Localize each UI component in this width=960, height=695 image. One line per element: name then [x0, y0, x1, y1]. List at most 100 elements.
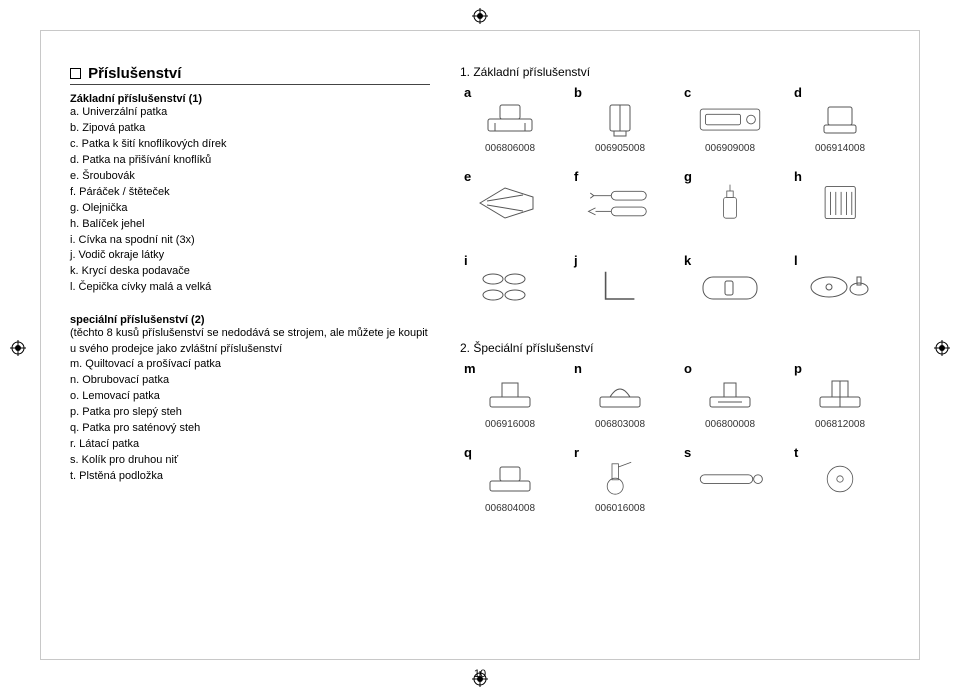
- part-number: 006914008: [815, 143, 865, 155]
- cell-label: r: [574, 445, 579, 460]
- cell-label: k: [684, 253, 691, 268]
- part-number: 006800008: [705, 419, 755, 431]
- spool-pin-icon: [695, 459, 765, 499]
- binding-foot-icon: [695, 375, 765, 415]
- cell-label: d: [794, 85, 802, 100]
- accessory-cell-e: e: [460, 169, 560, 239]
- accessory-cell-l: l: [790, 253, 890, 323]
- accessory-row: a 006806008 b 006905008 c 006909008: [460, 85, 890, 155]
- cell-label: a: [464, 85, 471, 100]
- button-foot-icon: [805, 99, 875, 139]
- cell-label: q: [464, 445, 472, 460]
- accessory-cell-j: j: [570, 253, 670, 323]
- part-number: 006916008: [485, 419, 535, 431]
- part-number: 006905008: [595, 143, 645, 155]
- list-item: b. Zipová patka: [70, 121, 430, 137]
- accessory-cell-r: r 006016008: [570, 445, 670, 515]
- list-item: j. Vodič okraje látky: [70, 248, 430, 264]
- accessory-row: e f g h: [460, 169, 890, 239]
- universal-foot-icon: [475, 99, 545, 139]
- cell-label: i: [464, 253, 468, 268]
- cell-label: t: [794, 445, 798, 460]
- darning-foot-icon: [585, 459, 655, 499]
- special-accessories-note: (těchto 8 kusů příslušenství se nedodává…: [70, 326, 430, 357]
- list-item: t. Plstěná podložka: [70, 469, 430, 485]
- page-number: 10: [0, 668, 960, 680]
- blind-stitch-foot-icon: [805, 375, 875, 415]
- accessory-cell-f: f: [570, 169, 670, 239]
- part-number: 006812008: [815, 419, 865, 431]
- cover-plate-icon: [695, 267, 765, 307]
- registration-mark-icon: [472, 8, 488, 24]
- list-item: m. Quiltovací a prošívací patka: [70, 357, 430, 373]
- list-item: q. Patka pro saténový steh: [70, 421, 430, 437]
- accessory-row: i j k l: [460, 253, 890, 323]
- cell-label: e: [464, 169, 471, 184]
- left-column: Příslušenství Základní příslušenství (1)…: [70, 65, 430, 515]
- cell-label: g: [684, 169, 692, 184]
- accessory-cell-s: s: [680, 445, 780, 515]
- cell-label: j: [574, 253, 578, 268]
- accessory-cell-b: b 006905008: [570, 85, 670, 155]
- cell-label: l: [794, 253, 798, 268]
- accessory-cell-n: n 006803008: [570, 361, 670, 431]
- needle-pack-icon: [805, 183, 875, 223]
- part-number: 006909008: [705, 143, 755, 155]
- figure1-title: 1. Základní příslušenství: [460, 65, 890, 79]
- title-underline: [70, 84, 430, 85]
- part-number: 006804008: [485, 503, 535, 515]
- accessory-cell-g: g: [680, 169, 780, 239]
- checkbox-icon: [70, 68, 81, 79]
- figure2-title: 2. Špeciální příslušenství: [460, 341, 890, 355]
- list-item: n. Obrubovací patka: [70, 373, 430, 389]
- part-number: 006803008: [595, 419, 645, 431]
- accessory-cell-p: p 006812008: [790, 361, 890, 431]
- accessory-cell-m: m 006916008: [460, 361, 560, 431]
- list-item: s. Kolík pro druhou niť: [70, 453, 430, 469]
- screwdriver-icon: [475, 183, 545, 223]
- accessory-cell-i: i: [460, 253, 560, 323]
- accessory-cell-k: k: [680, 253, 780, 323]
- list-item: f. Páráček / štěteček: [70, 185, 430, 201]
- accessory-cell-c: c 006909008: [680, 85, 780, 155]
- cell-label: n: [574, 361, 582, 376]
- quilting-foot-icon: [475, 375, 545, 415]
- cell-label: m: [464, 361, 476, 376]
- satin-foot-icon: [475, 459, 545, 499]
- list-item: d. Patka na přišívání knoflíků: [70, 153, 430, 169]
- accessory-cell-d: d 006914008: [790, 85, 890, 155]
- cell-label: b: [574, 85, 582, 100]
- oil-bottle-icon: [695, 183, 765, 223]
- list-item: e. Šroubovák: [70, 169, 430, 185]
- felt-pad-icon: [805, 459, 875, 499]
- cell-label: f: [574, 169, 578, 184]
- list-item: a. Univerzální patka: [70, 105, 430, 121]
- page-title: Příslušenství: [88, 65, 181, 82]
- list-item: g. Olejnička: [70, 201, 430, 217]
- special-accessories-heading: speciální příslušenství (2): [70, 314, 430, 326]
- accessory-cell-t: t: [790, 445, 890, 515]
- accessory-cell-q: q 006804008: [460, 445, 560, 515]
- hemming-foot-icon: [585, 375, 655, 415]
- accessory-cell-h: h: [790, 169, 890, 239]
- spool-caps-icon: [805, 267, 875, 307]
- buttonhole-foot-icon: [695, 99, 765, 139]
- cell-label: o: [684, 361, 692, 376]
- accessory-cell-o: o 006800008: [680, 361, 780, 431]
- bobbins-icon: [475, 267, 545, 307]
- list-item: l. Čepička cívky malá a velká: [70, 280, 430, 296]
- basic-accessories-heading: Základní příslušenství (1): [70, 93, 430, 105]
- accessory-row: q 006804008 r 006016008 s: [460, 445, 890, 515]
- part-number: 006016008: [595, 503, 645, 515]
- special-accessories-list: m. Quiltovací a prošívací patka n. Obrub…: [70, 357, 430, 485]
- list-item: o. Lemovací patka: [70, 389, 430, 405]
- registration-mark-icon: [10, 340, 26, 356]
- zipper-foot-icon: [585, 99, 655, 139]
- list-item: c. Patka k šití knoflíkových dírek: [70, 137, 430, 153]
- list-item: k. Krycí deska podavače: [70, 264, 430, 280]
- cell-label: p: [794, 361, 802, 376]
- basic-accessories-list: a. Univerzální patka b. Zipová patka c. …: [70, 105, 430, 296]
- list-item: r. Látací patka: [70, 437, 430, 453]
- cell-label: c: [684, 85, 691, 100]
- list-item: h. Balíček jehel: [70, 217, 430, 233]
